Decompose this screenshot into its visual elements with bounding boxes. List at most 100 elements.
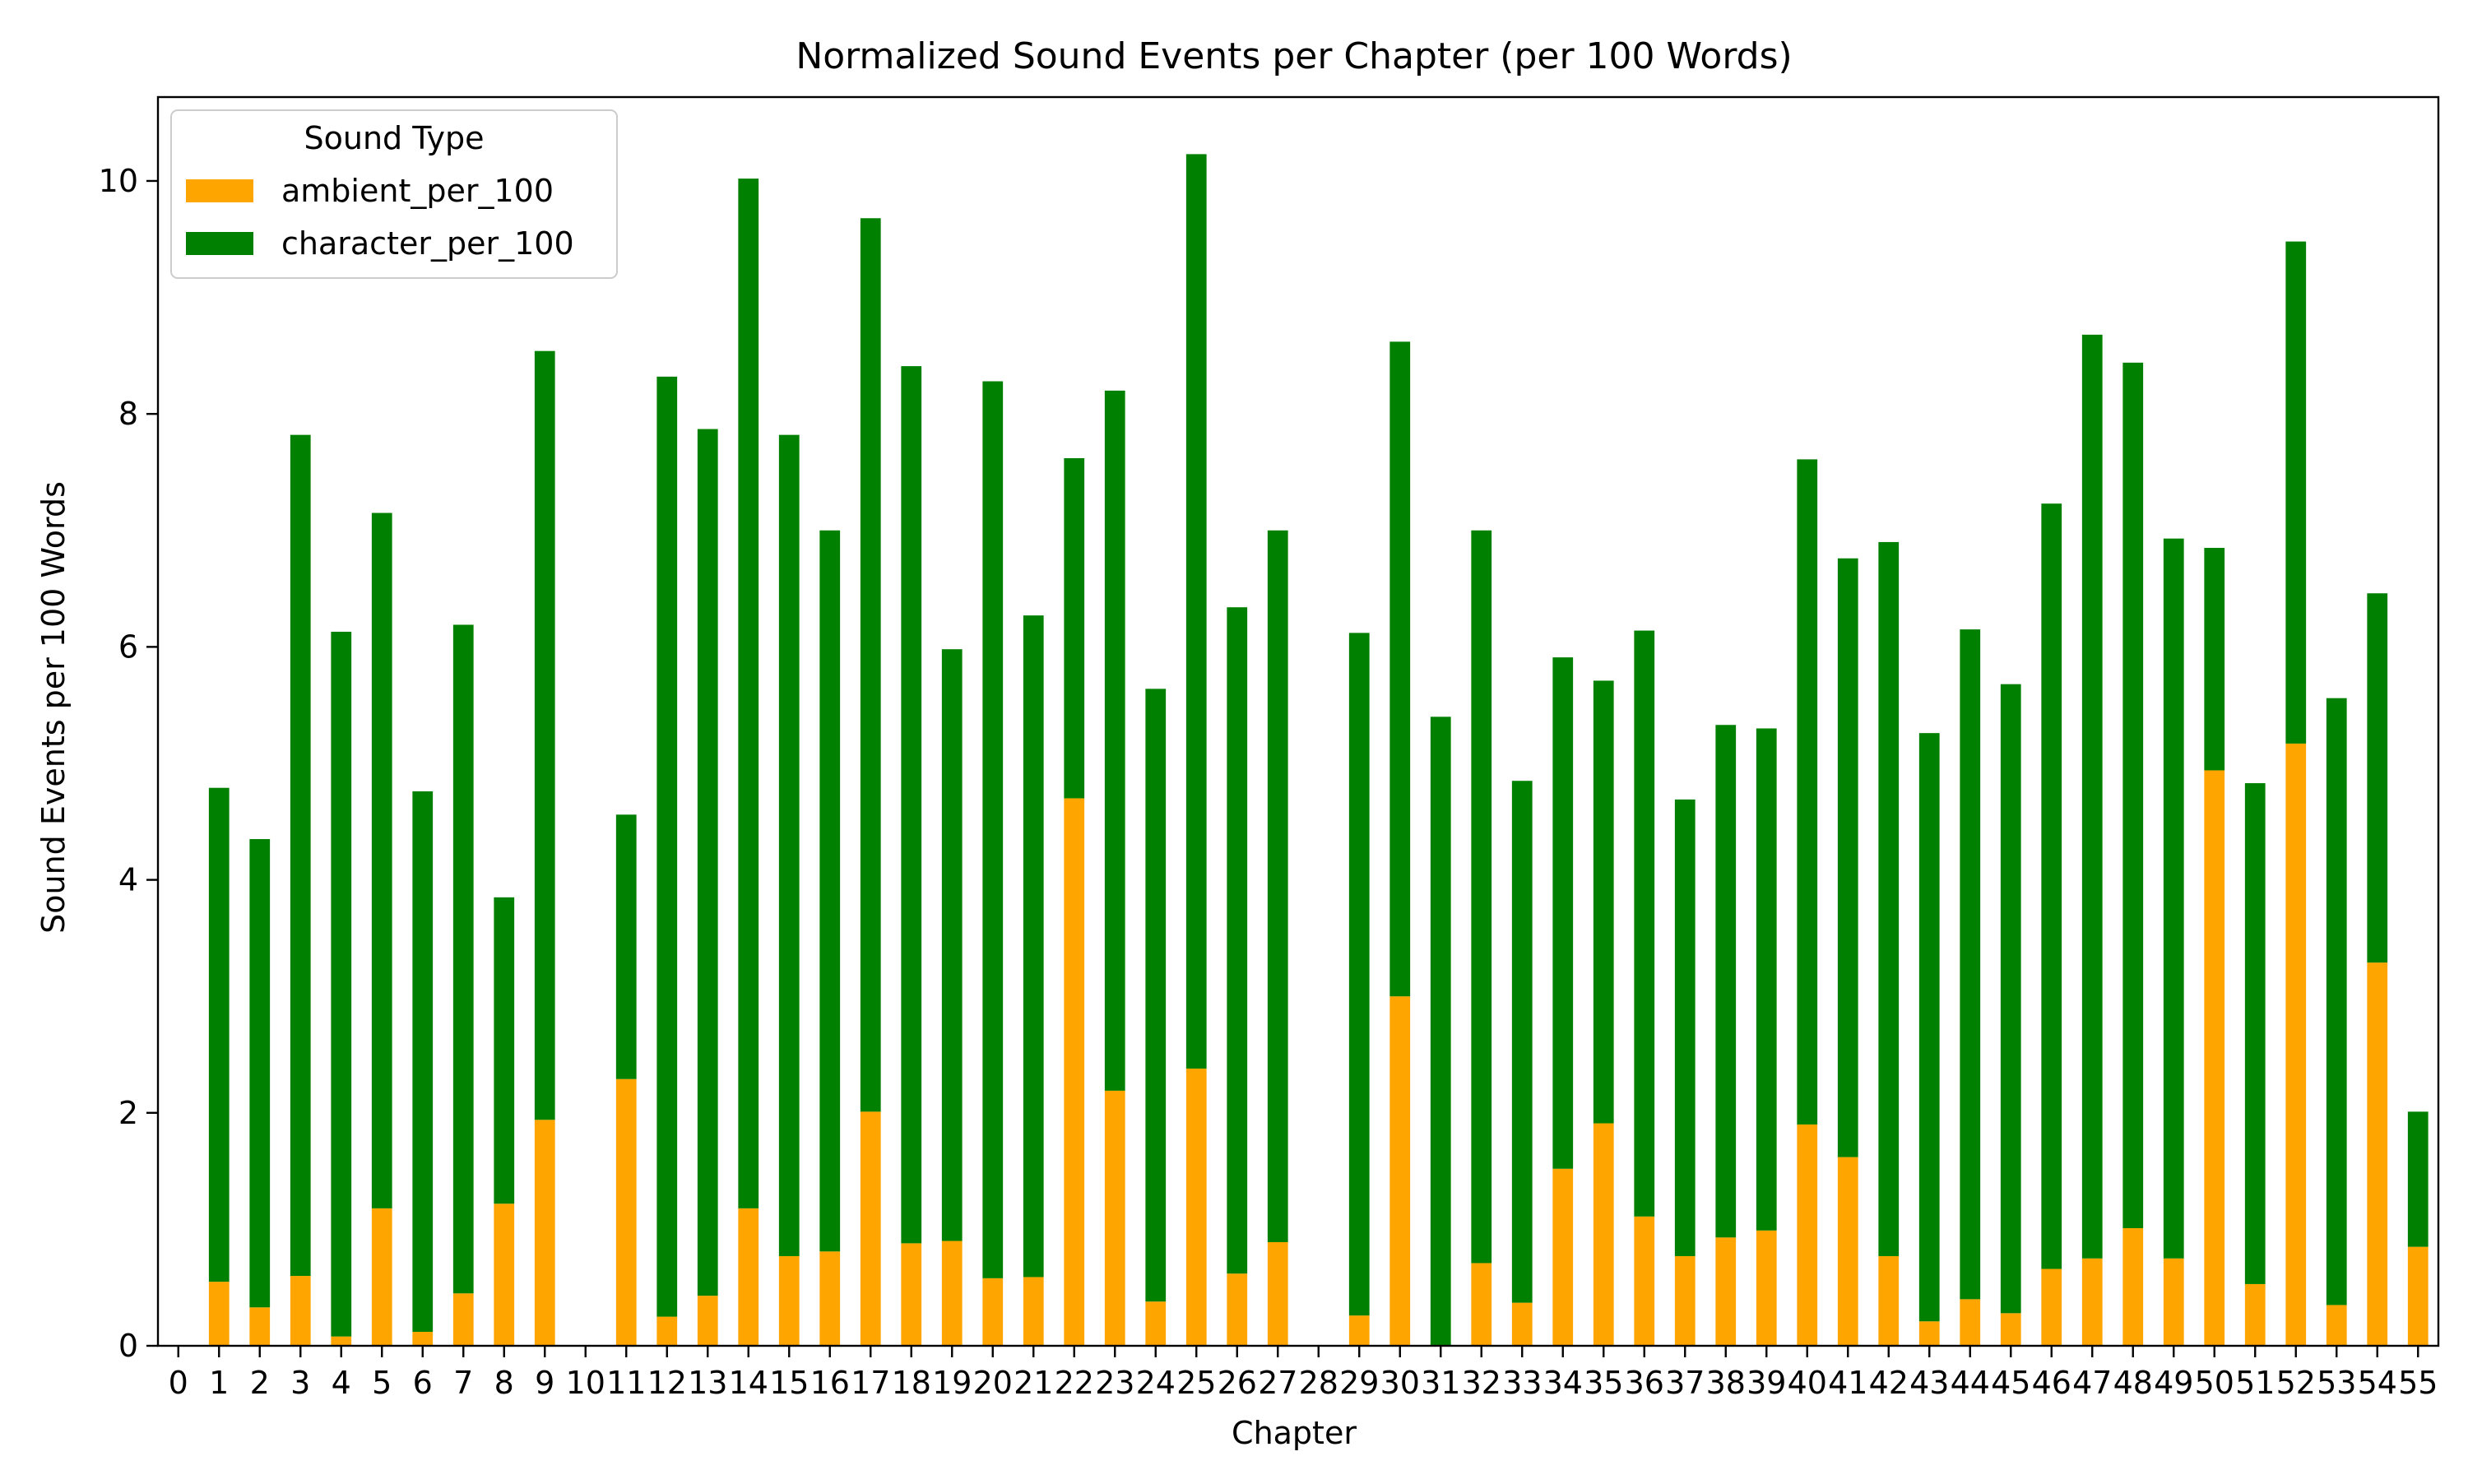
bar-character-chapter-16 [819, 530, 841, 1252]
x-tick-label: 48 [2113, 1365, 2153, 1401]
bar-ambient-chapter-14 [738, 1208, 759, 1346]
legend-swatch-character [186, 232, 253, 255]
x-tick-label: 33 [1502, 1365, 1542, 1401]
bar-ambient-chapter-50 [2204, 770, 2225, 1346]
bar-character-chapter-4 [331, 631, 352, 1337]
x-tick-label: 4 [332, 1365, 351, 1401]
x-tick-label: 1 [209, 1365, 229, 1401]
bar-character-chapter-18 [901, 366, 922, 1244]
bar-character-chapter-15 [778, 434, 800, 1256]
x-tick-label: 22 [1055, 1365, 1094, 1401]
bar-ambient-chapter-9 [534, 1120, 555, 1346]
x-tick-label: 12 [647, 1365, 687, 1401]
bar-ambient-chapter-29 [1348, 1315, 1370, 1346]
x-axis: 0 1 2 3 4 5 6 7 8 9 10 11 12 13 14 15 16 17 18 19 20 21 22 23 24… [169, 1346, 2438, 1401]
bar-ambient-chapter-7 [452, 1293, 474, 1346]
bar-ambient-chapter-43 [1918, 1321, 1940, 1346]
x-tick-label: 17 [851, 1365, 890, 1401]
x-tick-label: 42 [1869, 1365, 1909, 1401]
bar-character-chapter-14 [738, 179, 759, 1208]
y-tick-label: 8 [118, 396, 138, 432]
x-tick-label: 20 [973, 1365, 1013, 1401]
x-tick-label: 41 [1828, 1365, 1867, 1401]
bar-ambient-chapter-24 [1145, 1301, 1167, 1346]
x-tick-label: 2 [250, 1365, 270, 1401]
bar-ambient-chapter-47 [2081, 1258, 2103, 1346]
bar-character-chapter-27 [1267, 530, 1288, 1242]
bar-character-chapter-34 [1552, 657, 1574, 1169]
x-tick-label: 19 [932, 1365, 972, 1401]
bar-ambient-chapter-22 [1064, 798, 1085, 1346]
x-tick-label: 34 [1543, 1365, 1583, 1401]
bar-character-chapter-55 [2407, 1111, 2429, 1247]
bar-ambient-chapter-45 [2000, 1313, 2021, 1346]
x-tick-label: 35 [1584, 1365, 1623, 1401]
x-tick-label: 49 [2154, 1365, 2193, 1401]
x-tick-label: 15 [769, 1365, 809, 1401]
bar-ambient-chapter-30 [1389, 996, 1411, 1346]
bar-character-chapter-39 [1756, 728, 1777, 1231]
bar-ambient-chapter-3 [290, 1276, 311, 1346]
bar-ambient-chapter-6 [412, 1332, 434, 1346]
x-tick-label: 8 [494, 1365, 514, 1401]
bar-character-chapter-43 [1918, 733, 1940, 1322]
bar-character-chapter-50 [2204, 548, 2225, 771]
bar-character-chapter-37 [1674, 799, 1696, 1256]
bar-ambient-chapter-44 [1960, 1299, 1981, 1346]
bar-character-chapter-30 [1389, 341, 1411, 997]
x-tick-label: 0 [169, 1365, 188, 1401]
bar-character-chapter-38 [1715, 725, 1737, 1238]
x-tick-label: 45 [1991, 1365, 2030, 1401]
bar-character-chapter-31 [1430, 716, 1451, 1346]
bar-character-chapter-20 [982, 381, 1004, 1278]
x-tick-label: 31 [1421, 1365, 1460, 1401]
legend: Sound Type ambient_per_100 character_per… [170, 109, 618, 279]
bar-ambient-chapter-20 [982, 1278, 1004, 1346]
bar-ambient-chapter-18 [901, 1243, 922, 1346]
x-tick-label: 52 [2276, 1365, 2316, 1401]
bar-ambient-chapter-5 [371, 1208, 392, 1346]
plot-frame [156, 95, 2440, 1347]
x-tick-label: 30 [1380, 1365, 1420, 1401]
x-tick-label: 26 [1218, 1365, 1257, 1401]
bar-character-chapter-22 [1064, 457, 1085, 799]
bar-ambient-chapter-52 [2285, 743, 2307, 1346]
bar-character-chapter-42 [1878, 541, 1900, 1256]
y-tick-label: 2 [118, 1095, 138, 1131]
x-tick-label: 27 [1258, 1365, 1297, 1401]
bar-character-chapter-23 [1104, 390, 1125, 1091]
bar-character-chapter-21 [1023, 615, 1044, 1278]
x-tick-label: 16 [810, 1365, 850, 1401]
bar-ambient-chapter-25 [1185, 1068, 1207, 1346]
bar-character-chapter-8 [494, 897, 515, 1204]
x-tick-label: 14 [729, 1365, 768, 1401]
x-tick-label: 40 [1788, 1365, 1827, 1401]
bar-character-chapter-3 [290, 434, 311, 1277]
bar-ambient-chapter-40 [1797, 1124, 1818, 1346]
bar-ambient-chapter-51 [2244, 1283, 2266, 1346]
bar-ambient-chapter-17 [860, 1111, 881, 1346]
x-tick-label: 43 [1909, 1365, 1949, 1401]
x-tick-label: 3 [290, 1365, 310, 1401]
x-tick-label: 32 [1462, 1365, 1501, 1401]
bar-character-chapter-44 [1960, 629, 1981, 1300]
x-tick-label: 50 [2195, 1365, 2234, 1401]
bar-character-chapter-35 [1593, 680, 1614, 1124]
bar-ambient-chapter-26 [1227, 1273, 1248, 1346]
bar-ambient-chapter-8 [494, 1203, 515, 1346]
bar-character-chapter-5 [371, 512, 392, 1208]
x-tick-label: 13 [688, 1365, 727, 1401]
bar-ambient-chapter-53 [2326, 1305, 2347, 1346]
bar-ambient-chapter-16 [819, 1251, 841, 1346]
y-tick-label: 4 [118, 862, 138, 898]
bar-character-chapter-32 [1471, 530, 1492, 1264]
x-tick-label: 38 [1706, 1365, 1746, 1401]
bar-character-chapter-53 [2326, 698, 2347, 1305]
bar-ambient-chapter-42 [1878, 1255, 1900, 1346]
bar-ambient-chapter-36 [1634, 1216, 1655, 1346]
x-tick-label: 10 [566, 1365, 605, 1401]
bar-ambient-chapter-11 [615, 1078, 637, 1346]
bar-character-chapter-54 [2367, 593, 2388, 963]
bar-character-chapter-25 [1185, 154, 1207, 1069]
